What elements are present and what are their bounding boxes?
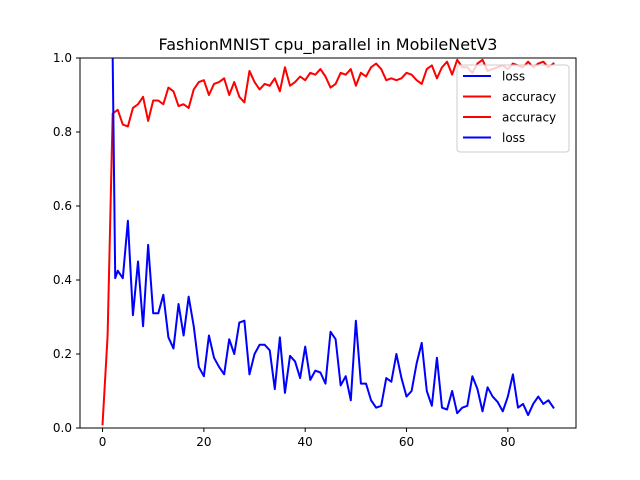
series-line-accuracy bbox=[101, 58, 555, 426]
x-tick-label: 80 bbox=[500, 435, 515, 449]
plot-area-frame bbox=[79, 57, 577, 429]
legend-box bbox=[456, 64, 570, 153]
legend-label: accuracy bbox=[502, 90, 556, 104]
x-tick-label: 0 bbox=[99, 435, 107, 449]
x-tick-label: 20 bbox=[196, 435, 211, 449]
y-tick-label: 0.4 bbox=[53, 273, 72, 287]
y-tick-label: 0.6 bbox=[53, 199, 72, 213]
series-layer bbox=[101, 58, 555, 426]
axes-layer: 0 20 40 60 80 0.0 0.2 0.4 0.6 0.8 1.0 bbox=[53, 51, 516, 449]
y-tick-label: 0.2 bbox=[53, 347, 72, 361]
x-tick-label: 40 bbox=[298, 435, 313, 449]
y-tick-label: 0.8 bbox=[53, 125, 72, 139]
legend: loss accuracy accuracy loss bbox=[456, 64, 570, 153]
chart-title: FashionMNIST cpu_parallel in MobileNetV3 bbox=[159, 35, 498, 55]
legend-label: accuracy bbox=[502, 111, 556, 125]
legend-label: loss bbox=[502, 70, 525, 84]
y-tick-label: 0.0 bbox=[53, 421, 72, 435]
x-tick-label: 60 bbox=[399, 435, 414, 449]
legend-label: loss bbox=[502, 131, 525, 145]
series-line-loss bbox=[111, 58, 555, 417]
y-tick-label: 1.0 bbox=[53, 51, 72, 65]
